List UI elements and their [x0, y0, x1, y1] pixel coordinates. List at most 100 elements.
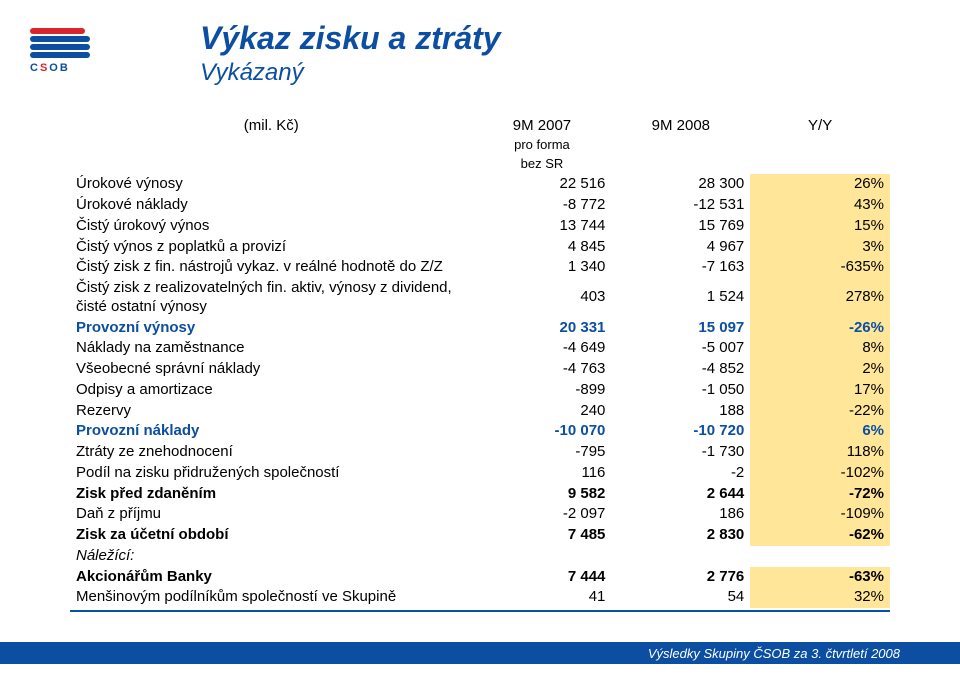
row-label: Čistý výnos z poplatků a provizí [70, 237, 473, 258]
col-header-1-sub2: bez SR [521, 156, 564, 171]
row-v1: 1 340 [473, 257, 612, 278]
row-label: Úrokové náklady [70, 195, 473, 216]
row-v1: 9 582 [473, 484, 612, 505]
row-v2: 15 769 [611, 216, 750, 237]
row-v1: 240 [473, 401, 612, 422]
row-v2: -4 852 [611, 359, 750, 380]
row-v2: -12 531 [611, 195, 750, 216]
row-yoy: 2% [750, 359, 890, 380]
unit-label: (mil. Kč) [70, 116, 473, 174]
row-label: Čistý zisk z fin. nástrojů vykaz. v reál… [70, 257, 473, 278]
row-v1: 4 845 [473, 237, 612, 258]
row-v1: 116 [473, 463, 612, 484]
col-header-1-main: 9M 2007 [513, 117, 571, 134]
row-v2: 1 524 [611, 278, 750, 318]
row-yoy [750, 546, 890, 567]
row-yoy: 8% [750, 338, 890, 359]
row-yoy: -22% [750, 401, 890, 422]
row-yoy: -109% [750, 504, 890, 525]
row-v1: -4 649 [473, 338, 612, 359]
table-row: Úrokové výnosy22 51628 30026% [70, 174, 890, 195]
row-label: Čistý úrokový výnos [70, 216, 473, 237]
table-row: Zisk před zdaněním9 5822 644-72% [70, 484, 890, 505]
row-label: Úrokové výnosy [70, 174, 473, 195]
slide-title: Výkaz zisku a ztráty [200, 20, 501, 57]
logo-letter: S [40, 62, 49, 74]
footer-bar: Výsledky Skupiny ČSOB za 3. čtvrtletí 20… [0, 642, 960, 664]
table-row: Provozní náklady-10 070-10 7206% [70, 421, 890, 442]
logo-letter: B [60, 62, 70, 74]
table-row: Všeobecné správní náklady-4 763-4 8522% [70, 359, 890, 380]
row-yoy: 26% [750, 174, 890, 195]
row-v2: 2 644 [611, 484, 750, 505]
col-header-3: Y/Y [750, 116, 890, 174]
row-label: Odpisy a amortizace [70, 380, 473, 401]
logo-text: CSOB [30, 62, 130, 74]
table-row: Ztráty ze znehodnocení-795-1 730118% [70, 442, 890, 463]
row-label: Zisk za účetní období [70, 525, 473, 546]
logo-bar-blue-2 [30, 44, 90, 50]
table-row: Daň z příjmu-2 097186-109% [70, 504, 890, 525]
table-row: Provozní výnosy20 33115 097-26% [70, 318, 890, 339]
row-v1: 41 [473, 587, 612, 608]
footer-caption: Výsledky Skupiny ČSOB za 3. čtvrtletí 20… [648, 646, 900, 661]
row-yoy: 15% [750, 216, 890, 237]
table-row: Náležící: [70, 546, 890, 567]
table-header-row: (mil. Kč) 9M 2007 pro forma bez SR 9M 20… [70, 116, 890, 174]
slide-title-block: Výkaz zisku a ztráty Vykázaný [200, 20, 501, 87]
row-yoy: 3% [750, 237, 890, 258]
row-yoy: -102% [750, 463, 890, 484]
row-yoy: -62% [750, 525, 890, 546]
row-label: Všeobecné správní náklady [70, 359, 473, 380]
row-v2: -2 [611, 463, 750, 484]
row-label: Menšinovým podílníkům společností ve Sku… [70, 587, 473, 608]
table-row: Čistý zisk z realizovatelných fin. aktiv… [70, 278, 890, 318]
logo-bar-blue-1 [30, 36, 90, 42]
row-label: Ztráty ze znehodnocení [70, 442, 473, 463]
row-v2: 2 830 [611, 525, 750, 546]
table-row: Zisk za účetní období7 4852 830-62% [70, 525, 890, 546]
row-label: Náležící: [70, 546, 473, 567]
row-yoy: 43% [750, 195, 890, 216]
row-yoy: 32% [750, 587, 890, 608]
row-v2: -1 050 [611, 380, 750, 401]
row-label: Provozní náklady [70, 421, 473, 442]
row-label: Provozní výnosy [70, 318, 473, 339]
row-v1: 7 444 [473, 567, 612, 588]
row-v2: 2 776 [611, 567, 750, 588]
row-v2: -7 163 [611, 257, 750, 278]
table-row: Menšinovým podílníkům společností ve Sku… [70, 587, 890, 608]
row-v2: -10 720 [611, 421, 750, 442]
row-v1: -795 [473, 442, 612, 463]
table-bottom-rule [70, 610, 890, 612]
row-label: Daň z příjmu [70, 504, 473, 525]
row-v1: 403 [473, 278, 612, 318]
table-row: Odpisy a amortizace-899-1 05017% [70, 380, 890, 401]
logo-letter: O [49, 62, 60, 74]
logo-bar-red [30, 28, 85, 34]
row-v1: -2 097 [473, 504, 612, 525]
col-header-1-sub1: pro forma [514, 137, 570, 152]
table-row: Čistý zisk z fin. nástrojů vykaz. v reál… [70, 257, 890, 278]
logo-bars [30, 28, 90, 58]
row-v1: -4 763 [473, 359, 612, 380]
row-label: Čistý zisk z realizovatelných fin. aktiv… [70, 278, 473, 318]
row-yoy: 6% [750, 421, 890, 442]
col-header-2: 9M 2008 [611, 116, 750, 174]
logo-bar-blue-3 [30, 52, 90, 58]
row-v2: -5 007 [611, 338, 750, 359]
logo-letter: C [30, 62, 40, 74]
row-v2: 15 097 [611, 318, 750, 339]
row-yoy: 118% [750, 442, 890, 463]
row-label: Rezervy [70, 401, 473, 422]
page-number: 14 [928, 648, 942, 663]
row-v1: 13 744 [473, 216, 612, 237]
row-yoy: -635% [750, 257, 890, 278]
table-row: Podíl na zisku přidružených společností1… [70, 463, 890, 484]
row-v1: 20 331 [473, 318, 612, 339]
csob-logo: CSOB [30, 28, 130, 74]
row-yoy: -72% [750, 484, 890, 505]
table-row: Náklady na zaměstnance-4 649-5 0078% [70, 338, 890, 359]
row-label: Zisk před zdaněním [70, 484, 473, 505]
slide-subtitle: Vykázaný [200, 59, 501, 87]
